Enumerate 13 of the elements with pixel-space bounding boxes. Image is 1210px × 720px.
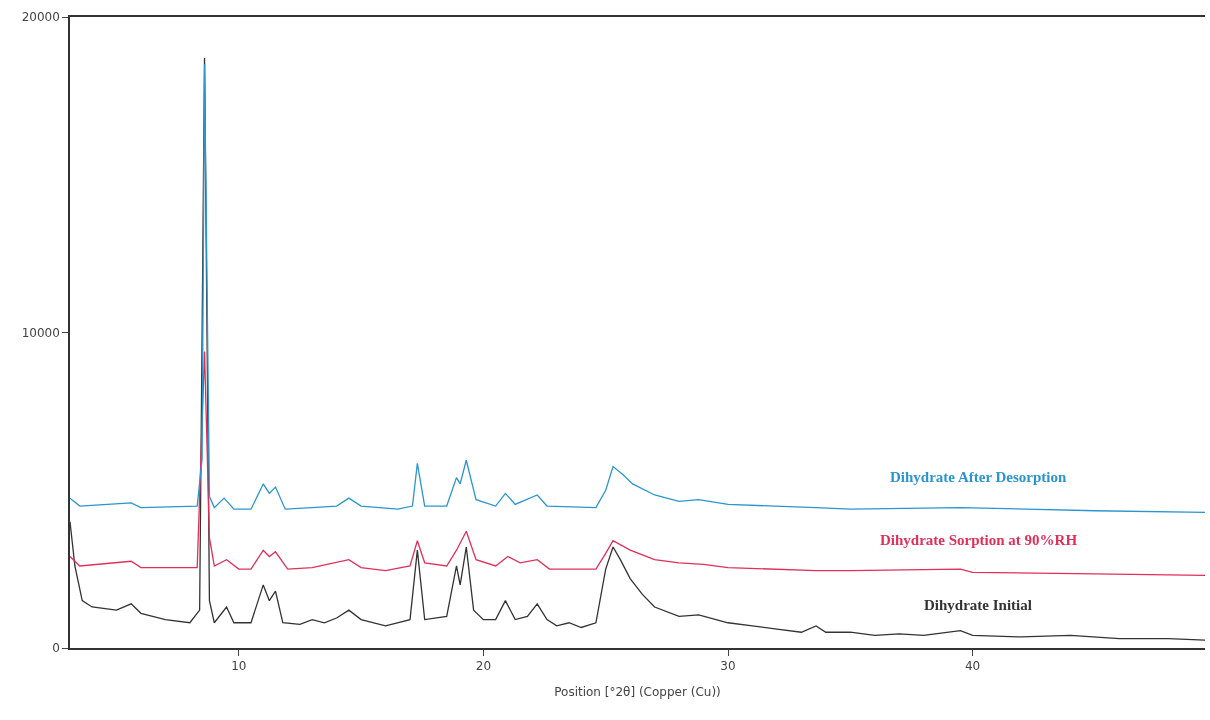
y-tick-label: 20000 [21,10,60,25]
series-label: Dihydrate After Desorption [890,469,1068,485]
x-tick-label: 30 [720,659,736,674]
x-tick-label: 10 [231,659,247,674]
y-tick-label: 0 [52,641,60,656]
series-label: Dihydrate Initial [924,597,1032,613]
y-tick-label: 10000 [21,325,60,340]
x-axis-title: Position [°2θ] (Copper (Cu)) [554,684,721,699]
x-tick-label: 20 [475,659,492,674]
line-series [70,63,1205,513]
x-tick-label: 40 [964,659,981,674]
line-series [70,350,1205,577]
series-label: Dihydrate Sorption at 90%RH [880,532,1078,548]
